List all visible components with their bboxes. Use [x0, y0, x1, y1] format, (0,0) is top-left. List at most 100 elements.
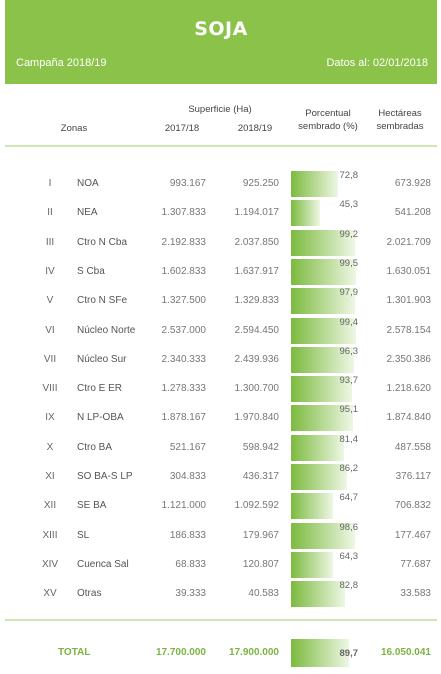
table-row: IV S Cba 1.602.833 1.637.917 99,5 1.630.051: [0, 257, 441, 286]
hectareas-sembradas: 1.218.620: [386, 383, 432, 395]
percent-bar: [291, 434, 344, 461]
table-row: V Ctro N SFe 1.327.500 1.329.833 97,9 1.301.9…: [0, 286, 441, 315]
table-row: II NEA 1.307.833 1.194.017 45,3 541.208: [0, 198, 441, 227]
surface-2017-18: 1.602.833: [161, 265, 207, 277]
surface-2018-19: 1.092.592: [234, 500, 280, 512]
zone-number: XV: [43, 588, 57, 600]
hectareas-sembradas: 77.687: [400, 558, 431, 570]
date-label: Datos al: 02/01/2018: [326, 57, 428, 69]
hectareas-sembradas: 2.350.386: [386, 353, 432, 365]
surface-2018-19: 598.942: [242, 441, 279, 453]
zone-name: NOA: [77, 178, 99, 189]
header-hectareas-line2: sembradas: [376, 121, 424, 132]
percent-value: 95,1: [339, 404, 359, 416]
surface-2018-19: 925.250: [242, 178, 279, 189]
header-hectareas: Hectáreas sembradas: [366, 107, 434, 133]
table-row: XIII SL 186.833 179.967 98,6 177.467: [0, 521, 441, 550]
zone-number: XIII: [42, 529, 58, 541]
zone-number: X: [46, 441, 54, 453]
percent-bar: [291, 200, 321, 227]
header-divider: [5, 145, 437, 147]
table-row: I NOA 993.167 925.250 72,8 673.928: [0, 169, 441, 198]
percent-bar: [291, 346, 354, 373]
zone-number: VIII: [42, 383, 58, 395]
zone-number: IV: [45, 265, 55, 277]
table-row: XV Otras 39.333 40.583 82,8 33.583: [0, 579, 441, 608]
percent-bar: [291, 464, 348, 490]
zone-name: Ctro E ER: [77, 383, 123, 395]
header-2017-18: 2017/18: [164, 123, 200, 134]
percent-bar: [291, 405, 353, 432]
hectareas-sembradas: 2.578.154: [386, 324, 432, 336]
zone-number: II: [47, 207, 53, 219]
zone-number: XI: [45, 471, 55, 482]
table-row: XIV Cuenca Sal 68.833 120.807 64,3 77.687: [0, 550, 441, 579]
surface-2017-18: 1.121.000: [161, 500, 207, 512]
percent-bar: [291, 551, 333, 578]
surface-2017-18: 2.192.833: [161, 236, 207, 248]
percent-bar: [291, 376, 352, 403]
zone-name: Ctro N SFe: [77, 295, 128, 307]
percent-value: 81,4: [339, 433, 359, 445]
surface-2017-18: 1.878.167: [161, 412, 207, 424]
zone-name: SL: [77, 529, 90, 541]
zone-name: Ctro BA: [77, 441, 113, 453]
header-porcentual-line2: sembrado (%): [298, 121, 358, 132]
percent-value: 99,2: [339, 228, 359, 240]
surface-2018-19: 40.583: [248, 588, 279, 600]
zone-name: SE BA: [77, 500, 107, 512]
zone-name: Otras: [77, 588, 102, 600]
surface-2018-19: 2.594.450: [234, 324, 280, 336]
zone-number: V: [46, 295, 54, 307]
percent-bar: [291, 171, 339, 197]
surface-2018-19: 436.317: [242, 471, 279, 482]
surface-2017-18: 39.333: [175, 588, 206, 600]
surface-2018-19: 2.439.936: [234, 353, 280, 365]
percent-value: 45,3: [339, 199, 359, 211]
percent-value: 72,8: [339, 170, 359, 181]
hectareas-sembradas: 706.832: [394, 500, 431, 512]
surface-2018-19: 179.967: [242, 529, 279, 541]
total-2018-19: 17.900.000: [228, 647, 279, 658]
surface-2017-18: 1.307.833: [161, 207, 207, 219]
zone-name: SO BA-S LP: [77, 471, 133, 482]
surface-2017-18: 1.278.333: [161, 383, 207, 395]
zone-number: III: [45, 236, 55, 248]
percent-value: 86,2: [339, 463, 359, 474]
header-porcentual: Porcentual sembrado (%): [288, 107, 368, 133]
table-row: X Ctro BA 521.167 598.942 81,4 487.558: [0, 433, 441, 462]
percent-value: 93,7: [339, 375, 359, 387]
surface-2017-18: 186.833: [169, 529, 206, 541]
percent-bar: [291, 258, 356, 285]
surface-2017-18: 2.537.000: [161, 324, 207, 336]
surface-2018-19: 1.329.833: [234, 295, 280, 307]
surface-2018-19: 1.970.840: [234, 412, 280, 424]
zone-number: I: [48, 178, 52, 189]
zone-name: Núcleo Norte: [77, 324, 136, 336]
percent-value: 99,5: [339, 257, 359, 269]
zone-number: IX: [45, 412, 55, 424]
percent-bar: [291, 229, 356, 256]
hectareas-sembradas: 2.021.709: [386, 236, 432, 248]
percent-value: 98,6: [339, 521, 359, 533]
table-row: XI SO BA-S LP 304.833 436.317 86,2 376.117: [0, 462, 441, 491]
total-divider: [5, 619, 437, 621]
zone-name: Núcleo Sur: [77, 353, 127, 365]
total-percent-bar: [291, 639, 350, 667]
zone-number: VI: [45, 324, 55, 336]
surface-2018-19: 120.807: [242, 558, 279, 570]
hectareas-sembradas: 177.467: [394, 529, 431, 541]
percent-bar: [291, 317, 356, 344]
zone-name: S Cba: [77, 265, 105, 277]
header-zonas: Zonas: [60, 123, 88, 134]
percent-value: 97,9: [339, 287, 359, 299]
percent-value: 64,3: [339, 550, 359, 562]
percent-bar: [291, 522, 356, 549]
surface-2017-18: 521.167: [169, 441, 206, 453]
zone-number: XII: [43, 500, 57, 512]
surface-2018-19: 2.037.850: [234, 236, 280, 248]
surface-2017-18: 1.327.500: [161, 295, 207, 307]
hectareas-sembradas: 1.630.051: [386, 265, 432, 277]
header-banner: SOJA Campaña 2018/19 Datos al: 02/01/201…: [5, 0, 437, 84]
table-row: IX N LP-OBA 1.878.167 1.970.840 95,1 1.874.84…: [0, 403, 441, 432]
